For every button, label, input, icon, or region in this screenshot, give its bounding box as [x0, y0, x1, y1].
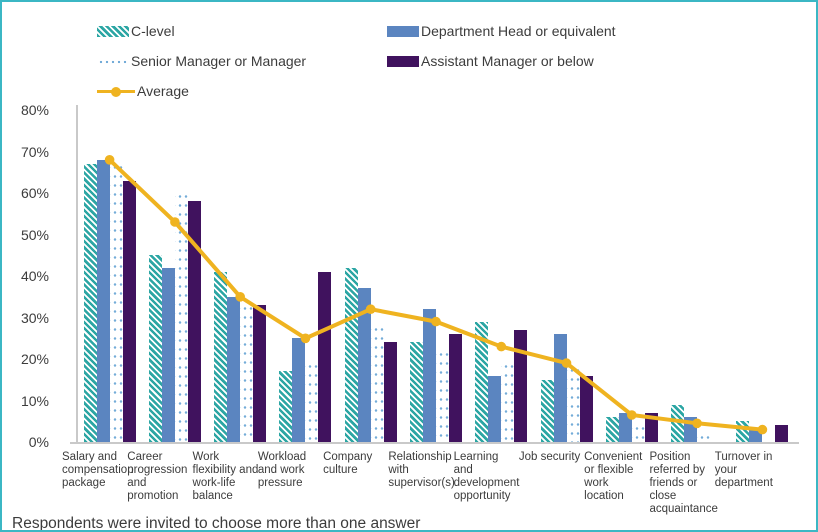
footer-note: Respondents were invited to choose more …: [12, 515, 421, 532]
x-axis-label: Career progression and promotion: [127, 451, 188, 502]
bar-department-head-or-equivalent: [553, 334, 567, 442]
department-head-swatch-icon: [387, 25, 419, 37]
legend-label: Average: [137, 83, 189, 99]
y-axis-tick-label: 40%: [20, 268, 49, 284]
legend-label: Assistant Manager or below: [421, 53, 594, 69]
bar-department-head-or-equivalent: [161, 267, 175, 442]
bar-senior-manager-or-manager: [305, 359, 319, 442]
bar-senior-manager-or-manager: [566, 363, 580, 442]
bar-senior-manager-or-manager: [631, 421, 645, 442]
bar-c-level: [736, 421, 750, 442]
x-axis-line: [70, 442, 799, 444]
x-axis-label: Learning and development opportunity: [453, 451, 520, 502]
bar-c-level: [214, 271, 228, 442]
legend-label: Senior Manager or Manager: [131, 53, 307, 69]
bar-assistant-manager-or-below: [187, 201, 201, 442]
c-level-hatched-swatch-icon: [97, 25, 129, 37]
assistant-manager-swatch-icon: [387, 55, 419, 67]
bar-senior-manager-or-manager: [762, 437, 776, 442]
x-axis-label: Convenient or flexible work location: [584, 451, 643, 502]
bar-c-level: [671, 404, 685, 442]
legend-item-average: Average: [97, 83, 189, 99]
bar-assistant-manager-or-below: [775, 425, 789, 442]
y-axis-tick-label: 70%: [20, 143, 49, 160]
legend-item-c-level: C-level: [97, 23, 175, 39]
x-axis-label: Work flexibility and work-life balance: [192, 451, 259, 502]
bar-c-level: [605, 417, 619, 442]
bar-assistant-manager-or-below: [383, 342, 397, 442]
x-axis-label: Workload and work pressure: [257, 451, 307, 489]
y-axis-line: [76, 105, 78, 444]
bar-department-head-or-equivalent: [618, 412, 632, 442]
senior-manager-dotted-swatch-icon: [97, 55, 129, 67]
bar-senior-manager-or-manager: [240, 300, 254, 442]
legend-item-senior-manager: Senior Manager or Manager: [97, 53, 306, 69]
bar-department-head-or-equivalent: [488, 375, 502, 442]
bar-senior-manager-or-manager: [436, 346, 449, 442]
bar-assistant-manager-or-below: [644, 412, 658, 442]
legend-item-assistant-manager: Assistant Manager or below: [387, 53, 594, 69]
bar-assistant-manager-or-below: [449, 334, 462, 442]
bar-senior-manager-or-manager: [174, 188, 188, 442]
y-axis-tick-label: 10%: [20, 392, 49, 409]
x-axis-label: Company culture: [323, 451, 373, 476]
bar-c-level: [475, 321, 489, 442]
legend-label: C-level: [131, 23, 175, 39]
bar-senior-manager-or-manager: [109, 159, 123, 442]
bar-c-level: [540, 379, 554, 442]
y-axis-tick-label: 50%: [20, 226, 49, 243]
bar-assistant-manager-or-below: [122, 180, 136, 442]
bar-senior-manager-or-manager: [697, 429, 711, 442]
y-axis-tick-label: 30%: [20, 309, 49, 326]
bar-assistant-manager-or-below: [579, 375, 593, 442]
bar-department-head-or-equivalent: [749, 429, 763, 442]
average-line-swatch-icon: [97, 86, 135, 97]
x-axis-label: Salary and compensation package: [62, 451, 134, 489]
bar-c-level: [410, 342, 423, 442]
y-axis-tick-label: 60%: [20, 185, 49, 201]
bar-department-head-or-equivalent: [684, 417, 698, 442]
bar-c-level: [148, 255, 162, 442]
bar-department-head-or-equivalent: [423, 309, 436, 442]
legend-item-department-head: Department Head or equivalent: [387, 23, 616, 39]
y-axis-tick-label: 0%: [28, 434, 49, 450]
legend-label: Department Head or equivalent: [421, 23, 616, 39]
bar-c-level: [83, 163, 97, 442]
x-axis-label: Relationship with supervisor(s): [388, 451, 455, 489]
bar-senior-manager-or-manager: [370, 321, 384, 442]
bar-department-head-or-equivalent: [357, 288, 371, 442]
bar-department-head-or-equivalent: [227, 296, 241, 442]
bar-department-head-or-equivalent: [96, 159, 110, 442]
y-axis-tick-label: 20%: [20, 351, 49, 367]
bar-department-head-or-equivalent: [292, 338, 306, 442]
average-marker: [496, 341, 507, 352]
bar-assistant-manager-or-below: [514, 329, 528, 442]
x-axis-label: Job security: [518, 451, 581, 463]
bar-assistant-manager-or-below: [318, 271, 332, 442]
x-axis-label: Turnover in your department: [714, 451, 773, 489]
x-axis-label: Position referred by friends or close ac…: [649, 451, 718, 515]
bar-c-level: [344, 267, 358, 442]
bar-c-level: [279, 371, 293, 442]
bar-assistant-manager-or-below: [253, 305, 267, 442]
bar-senior-manager-or-manager: [501, 359, 515, 442]
y-axis-tick-label: 80%: [20, 102, 49, 118]
